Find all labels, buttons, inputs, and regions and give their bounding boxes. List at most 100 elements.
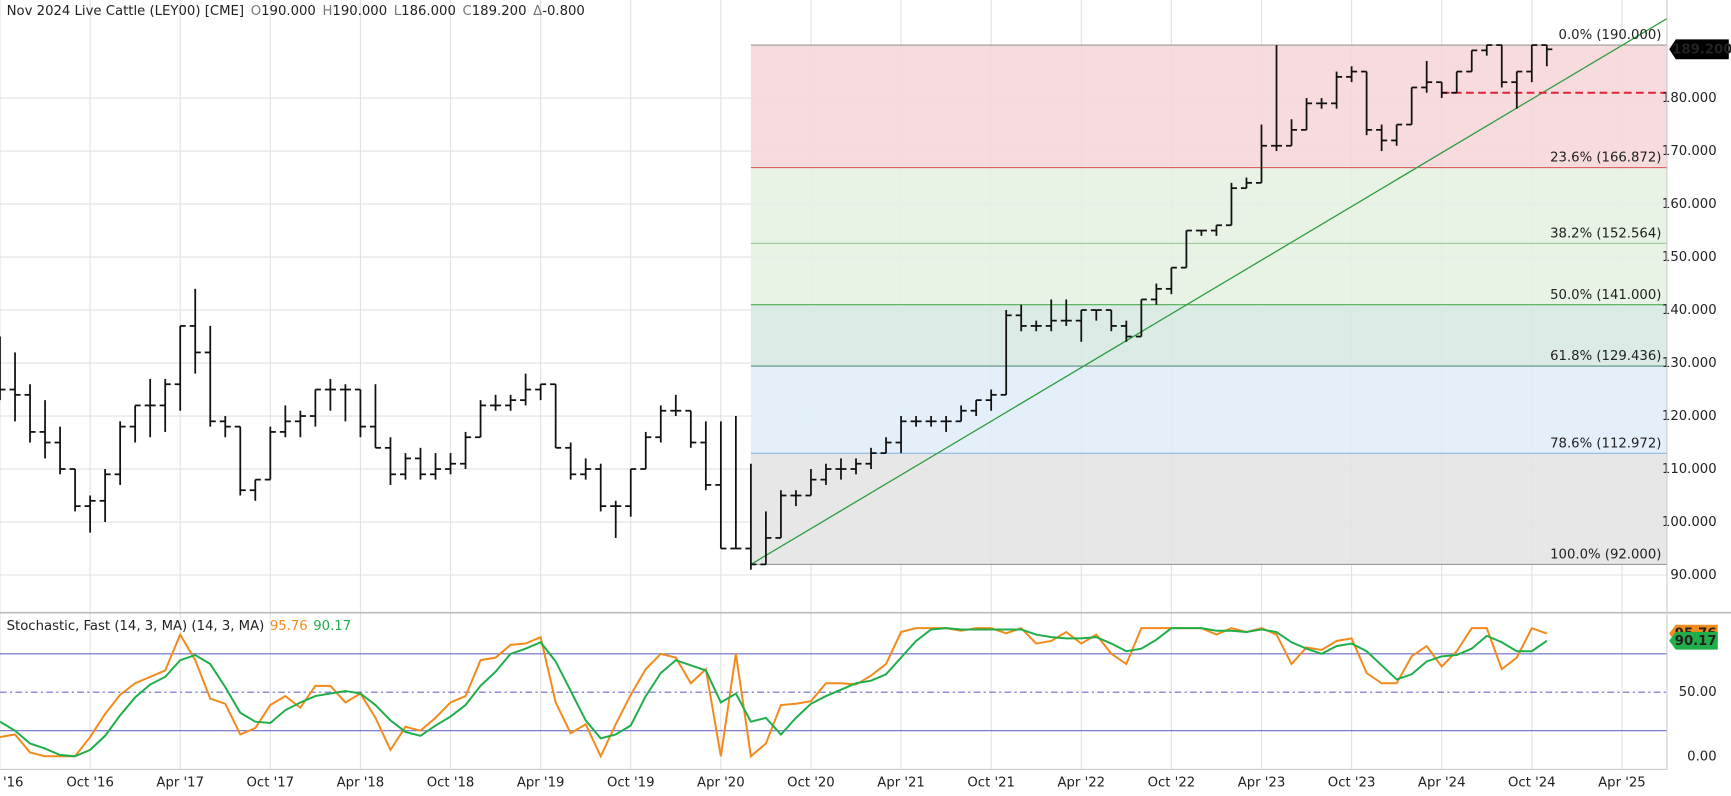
ohlc-bar (685, 409, 697, 448)
marks-layer (0, 18, 1668, 759)
ohlc-bar (985, 389, 997, 411)
stochastic-line (0, 627, 1548, 758)
fib-zone (750, 366, 1667, 454)
ohlc-bar (1511, 70, 1523, 109)
ohlc-bar (384, 437, 396, 485)
ohlc-bar (54, 426, 66, 475)
ohlc-bar (1240, 177, 1252, 190)
quote-label: H (322, 4, 332, 19)
ohlc-bar (655, 405, 667, 443)
ohlc-bar (1526, 44, 1538, 83)
ohlc-bar (805, 469, 817, 497)
ohlc-bar (69, 468, 81, 512)
y-tick-label: 110.000 (1662, 462, 1717, 477)
ohlc-bar (700, 421, 712, 491)
ohlc-bar (490, 394, 502, 411)
ohlc-bar (369, 384, 381, 449)
fib-label: 50.0% (141.000) (1550, 288, 1661, 303)
x-tick-label: Apr '19 (517, 776, 565, 791)
ohlc-bar (1030, 320, 1042, 332)
ohlc-bar (1060, 299, 1072, 326)
quote-label: O (251, 4, 261, 19)
x-tick-label: Oct '17 (247, 776, 295, 791)
indicator-badge (1669, 631, 1718, 650)
ohlc-bar (925, 416, 937, 427)
ohlc-bar (445, 453, 457, 475)
fib-label: 100.0% (92.000) (1550, 547, 1661, 562)
ohlc-bar (850, 458, 862, 475)
ohlc-bar (204, 325, 216, 427)
ohlc-bar (625, 468, 637, 517)
y-tick-label: 170.000 (1662, 144, 1717, 159)
stochastic-line (0, 626, 1548, 759)
ohlc-bar (264, 426, 276, 481)
header: Nov 2024 Live Cattle (LEY00) [CME] O190.0… (7, 4, 585, 19)
ohlc-bar (174, 325, 186, 411)
y-tick-label: 50.00 (1679, 685, 1717, 700)
ohlc-bar (520, 373, 532, 406)
ohlc-bar (670, 394, 682, 417)
x-tick-label: Apr '23 (1238, 776, 1286, 791)
y-tick-label: 120.000 (1662, 409, 1717, 424)
ohlc-bar (835, 458, 847, 480)
ohlc-bar (565, 442, 577, 480)
y-tick-label: 160.000 (1662, 197, 1717, 212)
ohlc-bar (129, 404, 141, 443)
ohlc-bar (279, 405, 291, 438)
ohlc-bar (1451, 70, 1463, 94)
price-badge-label: 189.200 (1672, 42, 1731, 57)
fib-zone (750, 45, 1667, 168)
ohlc-bar (475, 400, 487, 439)
ohlc-bar (1286, 119, 1298, 147)
ohlc-bar (1105, 309, 1117, 332)
ohlc-bar (294, 410, 306, 438)
ohlc-bar (414, 447, 427, 480)
text-layer: Nov 2024 Live Cattle (LEY00) [CME] O190.0… (3, 4, 1731, 791)
fib-label: 23.6% (166.872) (1550, 151, 1661, 166)
x-tick-label: Apr '25 (1598, 776, 1646, 791)
x-tick-label: Oct '21 (967, 776, 1015, 791)
quote-label: Δ (533, 4, 542, 19)
ohlc-bar (745, 463, 757, 570)
quote-value: 189.200 (472, 4, 527, 19)
ohlc-bar (715, 421, 727, 550)
fib-zone (750, 167, 1667, 244)
ohlc-bar (1120, 320, 1132, 342)
ohlc-bar (1391, 123, 1403, 146)
ohlc-bar (775, 490, 787, 539)
ohlc-bar (1421, 60, 1433, 93)
indicator-header: Stochastic, Fast (14, 3, MA) (14, 3, MA)… (7, 619, 352, 634)
ohlc-bar (249, 478, 261, 501)
y-tick-label: 150.000 (1662, 250, 1717, 265)
ohlc-bar (1541, 44, 1553, 67)
indicator-value: 95.76 (270, 619, 308, 634)
ohlc-bar (324, 378, 336, 411)
ohlc-bar (1376, 124, 1388, 152)
ohlc-bar (1270, 45, 1283, 152)
x-tick-label: Oct '16 (66, 776, 114, 791)
ohlc-bar (790, 490, 802, 507)
ohlc-bar (580, 458, 592, 480)
ohlc-bar (1301, 98, 1313, 131)
quote-value: -0.800 (542, 4, 585, 19)
ohlc-bar (309, 388, 321, 427)
ohlc-bar (610, 500, 622, 538)
y-tick-label: 130.000 (1662, 356, 1717, 371)
indicator-title: Stochastic, Fast (14, 3, MA) (14, 3, MA) (7, 619, 265, 634)
ohlc-bar (1210, 224, 1222, 236)
ohlc-bar (1466, 49, 1478, 73)
x-tick-label: Apr '20 (697, 776, 745, 791)
x-tick-label: Oct '22 (1148, 776, 1196, 791)
ohlc-bar (1135, 298, 1147, 338)
quote-label: C (463, 4, 472, 19)
ohlc-bar (354, 388, 366, 438)
ohlc-bar (234, 425, 246, 496)
ohlc-bar (880, 437, 892, 455)
x-tick-label: Apr '24 (1418, 776, 1466, 791)
ohlc-bar (189, 288, 201, 374)
ohlc-bar (1316, 98, 1328, 109)
ohlc-bar (1165, 266, 1177, 295)
indicator-value: 90.17 (313, 619, 351, 634)
x-tick-label: Oct '24 (1508, 776, 1556, 791)
ohlc-bar (955, 405, 967, 423)
